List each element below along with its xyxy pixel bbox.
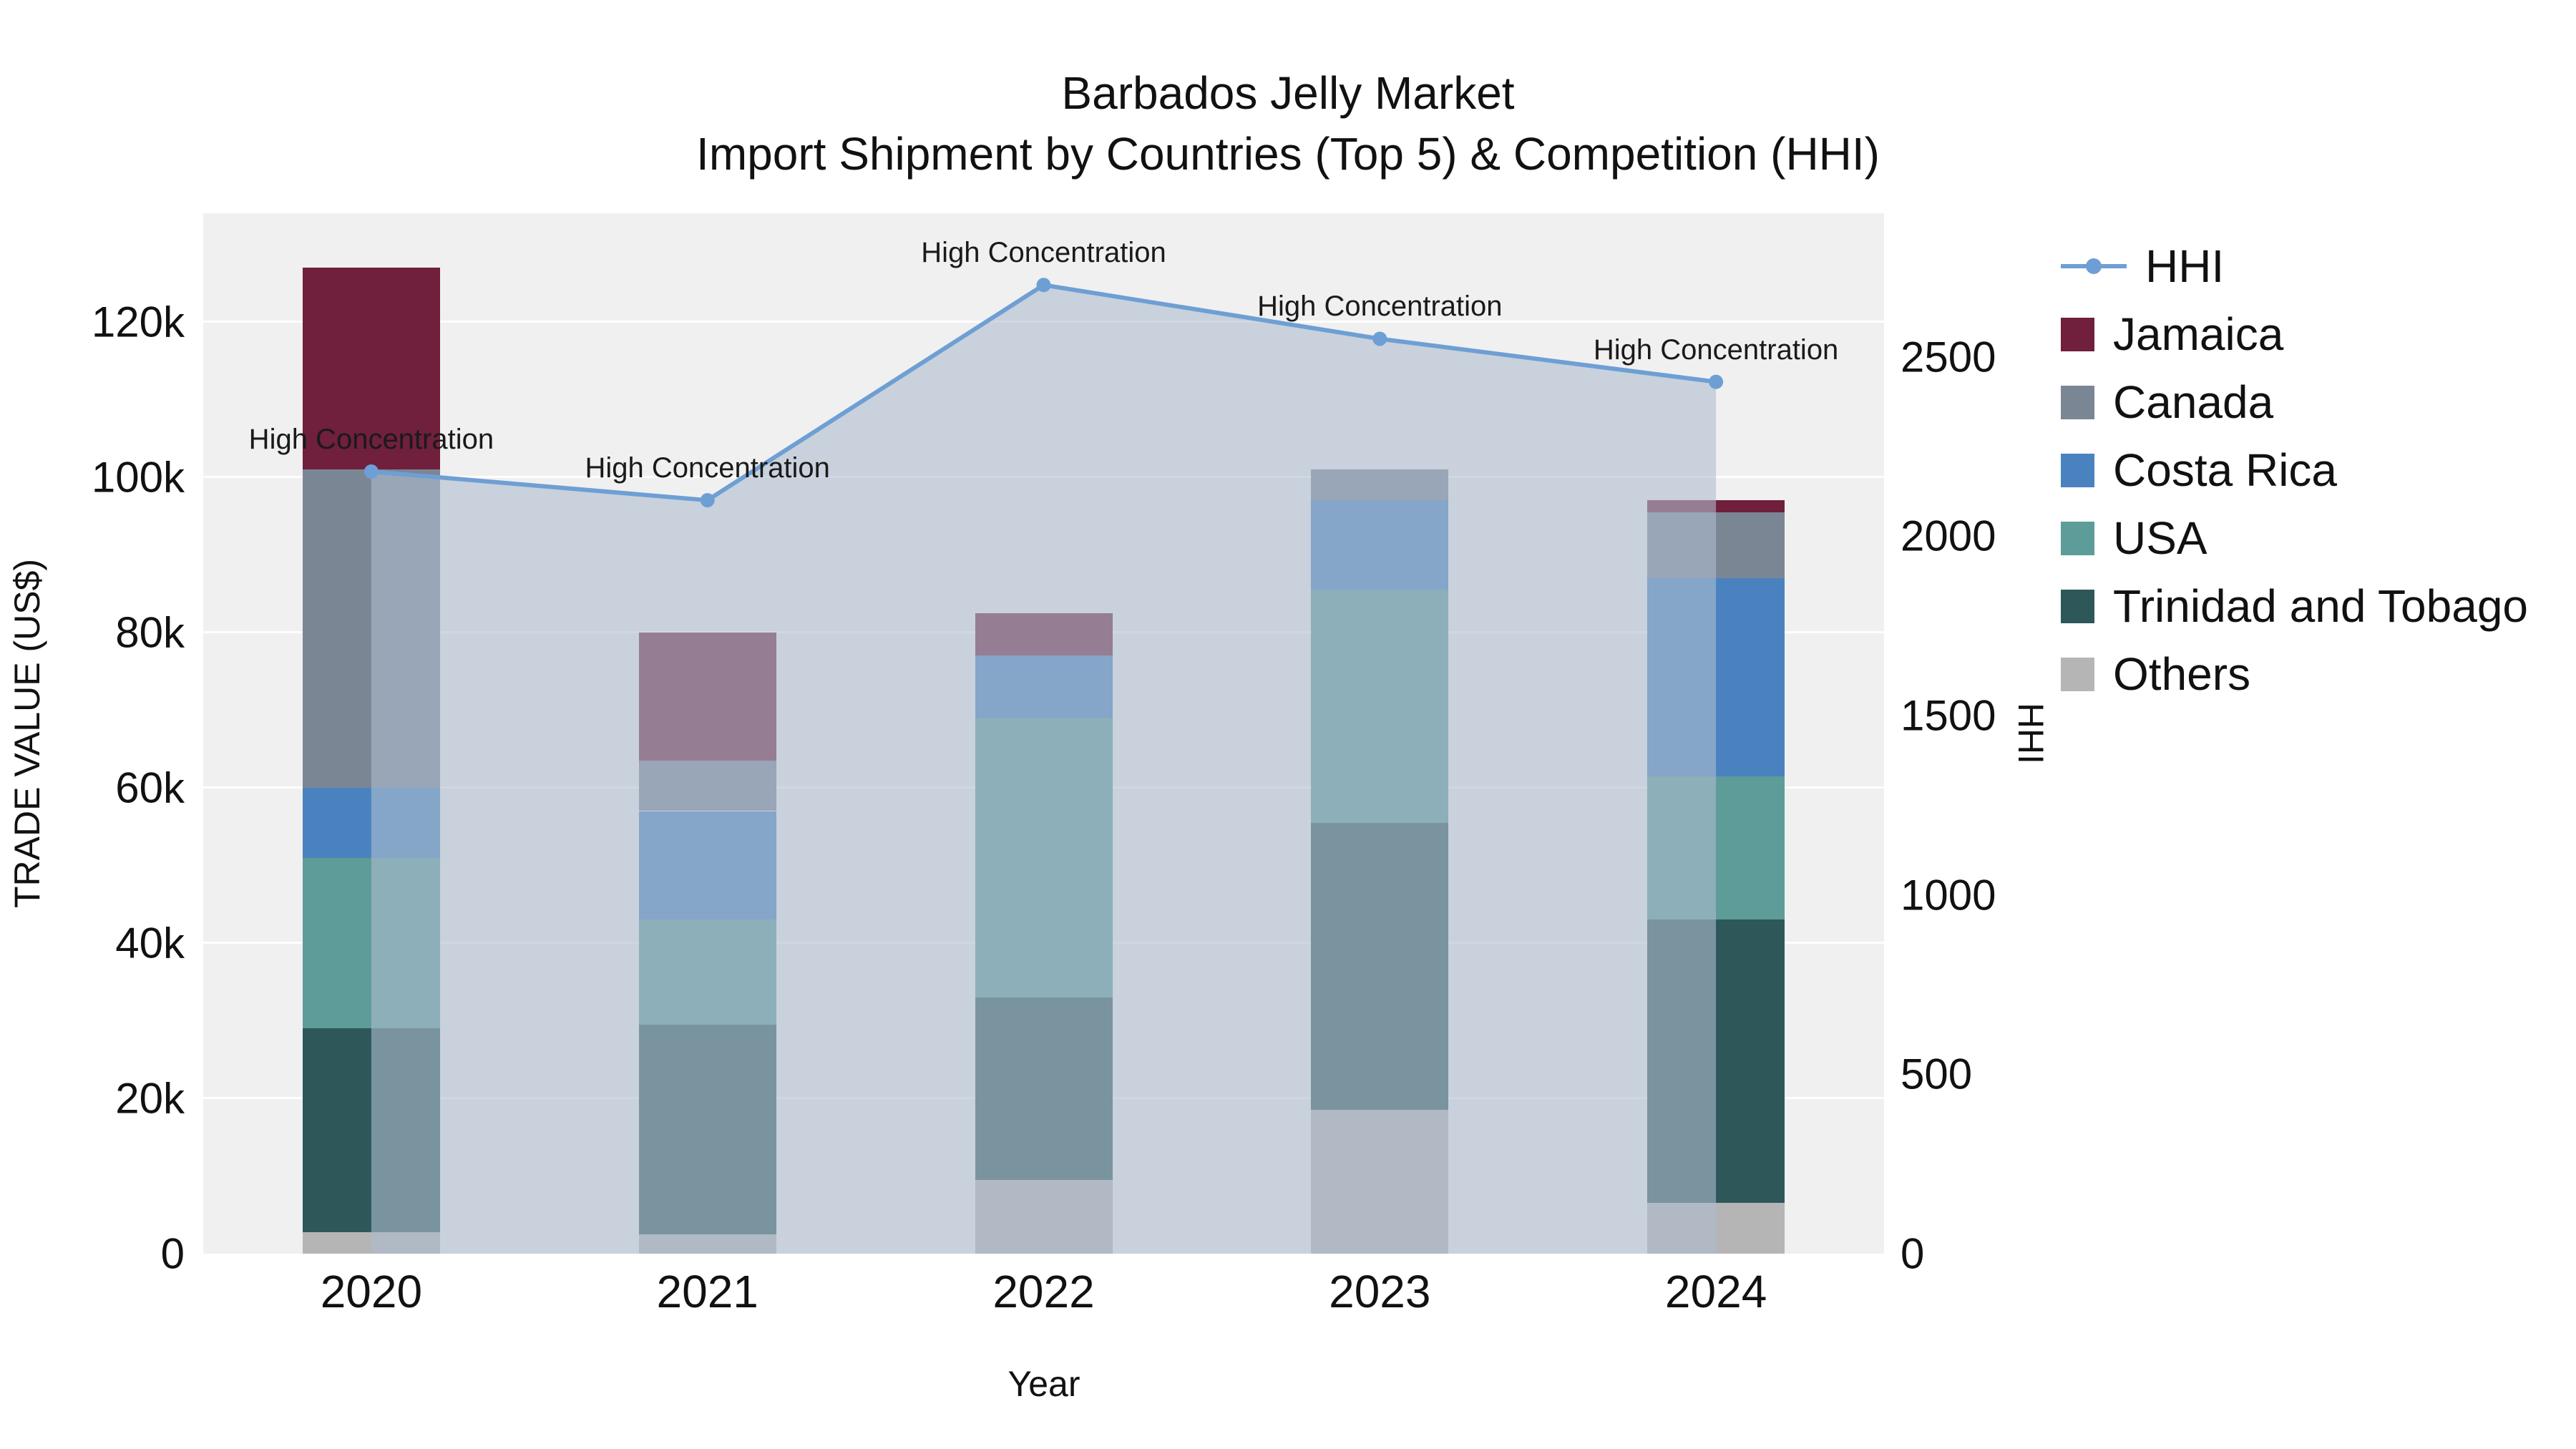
annotation-high-concentration: High Concentration	[248, 423, 494, 455]
hhi-marker	[700, 493, 715, 508]
hhi-marker	[1709, 374, 1724, 389]
left-axis-tick-label: 60k	[115, 763, 185, 812]
hhi-marker	[1036, 278, 1051, 293]
legend-item-jamaica: Jamaica	[2061, 308, 2528, 361]
legend-item-hhi: HHI	[2061, 240, 2528, 293]
legend-item-canada: Canada	[2061, 376, 2528, 429]
legend-item-usa: USA	[2061, 512, 2528, 565]
left-axis-tick-label: 80k	[115, 608, 185, 657]
legend-label: Canada	[2113, 376, 2274, 428]
right-axis-tick-label: 1000	[1901, 871, 1996, 919]
x-axis-tick-label-2024: 2024	[1664, 1266, 1767, 1317]
legend-label: USA	[2113, 512, 2207, 564]
left-axis-tick-label: 40k	[115, 919, 185, 967]
legend-label: HHI	[2145, 240, 2225, 292]
legend-item-others: Others	[2061, 648, 2528, 701]
x-axis-tick-label-2022: 2022	[992, 1266, 1095, 1317]
hhi-line-chart	[364, 278, 1724, 1254]
x-axis-tick-label-2020: 2020	[320, 1266, 423, 1317]
x-axis-tick-label-2023: 2023	[1329, 1266, 1431, 1317]
chart-title: Barbados Jelly Market Import Shipment by…	[0, 63, 2576, 185]
bar-segment-jamaica-2020	[302, 267, 440, 470]
right-axis-tick-label: 1500	[1901, 691, 1996, 740]
legend-color-swatch	[2061, 589, 2094, 623]
legend-label: Jamaica	[2113, 308, 2284, 360]
left-axis-tick-label: 0	[160, 1229, 185, 1278]
hhi-area-fill	[371, 285, 1717, 1254]
left-axis-tick-label: 20k	[115, 1074, 185, 1123]
annotation-high-concentration: High Concentration	[1257, 291, 1503, 323]
right-axis-tick-label: 500	[1901, 1050, 1973, 1098]
chart-title-line2: Import Shipment by Countries (Top 5) & C…	[696, 128, 1880, 180]
legend-color-swatch	[2061, 453, 2094, 487]
legend-line-symbol	[2061, 258, 2127, 274]
annotation-high-concentration: High Concentration	[585, 452, 830, 484]
legend-color-swatch	[2061, 657, 2094, 691]
right-axis-tick-label: 2500	[1901, 333, 1996, 381]
legend-label: Trinidad and Tobago	[2113, 580, 2528, 632]
legend: HHI Jamaica Canada Costa Rica USA Trinidad an…	[2061, 240, 2528, 701]
legend-color-swatch	[2061, 317, 2094, 351]
hhi-marker	[364, 464, 379, 479]
annotation-high-concentration: High Concentration	[1593, 333, 1839, 366]
x-axis-tick-label-2021: 2021	[656, 1266, 758, 1317]
legend-line-marker	[2086, 258, 2102, 274]
right-axis-title: HHI	[2011, 702, 2051, 765]
right-axis-tick-label: 2000	[1901, 512, 1996, 560]
legend-item-trinidad-and-tobago: Trinidad and Tobago	[2061, 580, 2528, 633]
chart-title-line1: Barbados Jelly Market	[1061, 67, 1515, 119]
legend-label: Costa Rica	[2113, 444, 2337, 496]
hhi-marker	[1372, 331, 1387, 346]
x-axis-title: Year	[1008, 1364, 1080, 1404]
left-axis-tick-label: 120k	[91, 298, 185, 346]
legend-color-swatch	[2061, 521, 2094, 555]
right-axis-tick-label: 0	[1901, 1229, 1925, 1278]
legend-color-swatch	[2061, 385, 2094, 419]
plot-area: High Concentration High Concentration High…	[203, 213, 1884, 1254]
annotation-high-concentration: High Concentration	[921, 237, 1166, 269]
left-axis-tick-label: 100k	[91, 453, 185, 502]
legend-label: Others	[2113, 648, 2251, 700]
legend-item-costa-rica: Costa Rica	[2061, 444, 2528, 497]
